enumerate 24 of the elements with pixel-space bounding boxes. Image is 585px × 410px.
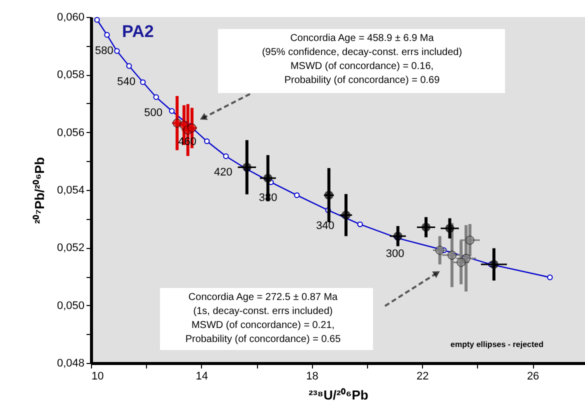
y-tick-label: 0,048: [56, 358, 84, 370]
annotation: 500: [144, 107, 162, 120]
y-tick-label: 0,050: [56, 300, 84, 312]
annotation: 540: [117, 76, 136, 88]
annotation: 300: [386, 248, 404, 260]
y-tick-label: 0,060: [56, 12, 84, 24]
annotation: Concordia Age = 272.5 ± 0.87 Ma (1s, decay-const. errs included) MSWD (of concordance) = 0.21, Probability (of concordance) = 0.65: [185, 292, 342, 345]
y-tick-label: 0,058: [56, 69, 84, 82]
y-tick-label: 0,054: [56, 184, 84, 196]
annotation: 580: [95, 44, 114, 57]
x-axis-title: ²³⁸U/²⁰⁶Pb: [308, 388, 368, 402]
x-tick-label: 22: [416, 370, 429, 382]
chart-title: PA2: [122, 22, 154, 41]
x-tick-label: 26: [526, 370, 540, 382]
y-axis-title: ²⁰⁷Pb/²⁰⁶Pb: [32, 157, 47, 224]
annotation: empty ellipses - rejected: [450, 340, 544, 349]
x-tick-label: 14: [196, 370, 208, 382]
y-tick-label: 0,056: [56, 126, 84, 139]
annotation: 420: [214, 166, 232, 178]
x-tick-label: 18: [306, 370, 318, 382]
annotation: 340: [316, 220, 334, 232]
y-tick-label: 0,052: [56, 242, 84, 254]
annotation: Concordia Age = 458.9 ± 6.9 Ma (95% confidence, decay-const. errs included) MSWD (of concordance) = 0.16, Probability (of concordance) = 0.69: [262, 33, 462, 86]
x-tick-label: 10: [92, 370, 104, 382]
